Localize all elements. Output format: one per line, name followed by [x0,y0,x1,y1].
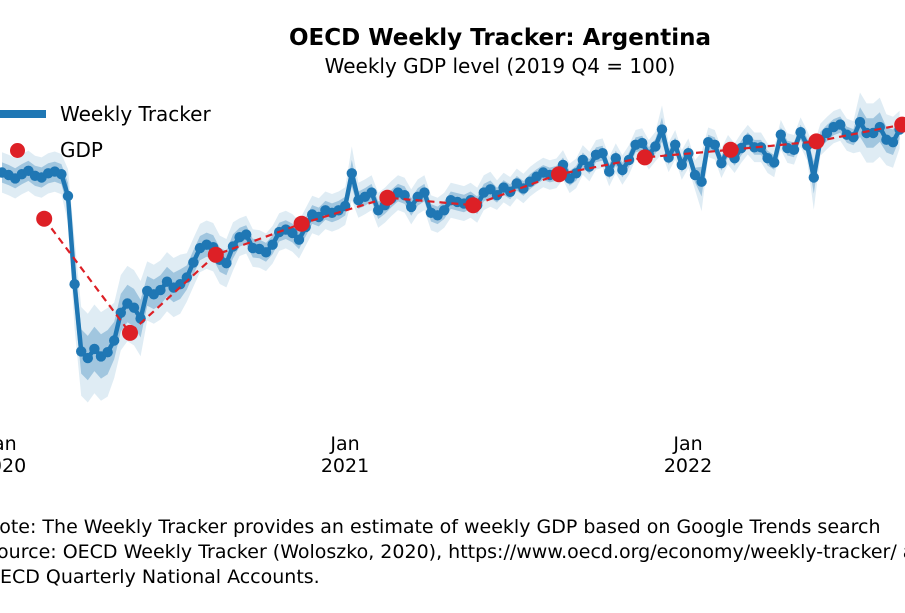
chart-subtitle: Weekly GDP level (2019 Q4 = 100) [324,54,676,78]
legend: Weekly Tracker GDP [0,100,211,164]
x-tick-year: 2020 [0,455,27,477]
footnote-line-2: Source: OECD Weekly Tracker (Woloszko, 2… [0,541,905,563]
legend-item-weekly-tracker: Weekly Tracker [0,100,211,128]
x-tick-month: Jan [673,433,703,455]
x-tick-month: Jan [330,433,360,455]
legend-label-gdp: GDP [60,138,103,162]
x-tick-year: 2021 [320,455,370,477]
gdp-dot-icon [9,142,25,158]
footnote: Note: The Weekly Tracker provides an est… [0,515,905,590]
x-tick-jan-2020: Jan 2020 [0,433,26,477]
x-tick-month: Jan [0,433,17,455]
footnote-line-1: Note: The Weekly Tracker provides an est… [0,516,881,538]
x-tick-jan-2022: Jan 2022 [664,433,712,477]
weekly-tracker-line-swatch-wrap [0,110,46,118]
weekly-tracker-line-icon [0,110,46,118]
footnote-line-3: OECD Quarterly National Accounts. [0,566,320,588]
legend-label-weekly-tracker: Weekly Tracker [60,102,211,126]
x-tick-jan-2021: Jan 2021 [321,433,369,477]
chart-title: OECD Weekly Tracker: Argentina [288,25,711,51]
x-tick-year: 2022 [663,455,713,477]
legend-item-gdp: GDP [0,136,211,164]
gdp-dot-swatch-wrap [0,142,46,158]
